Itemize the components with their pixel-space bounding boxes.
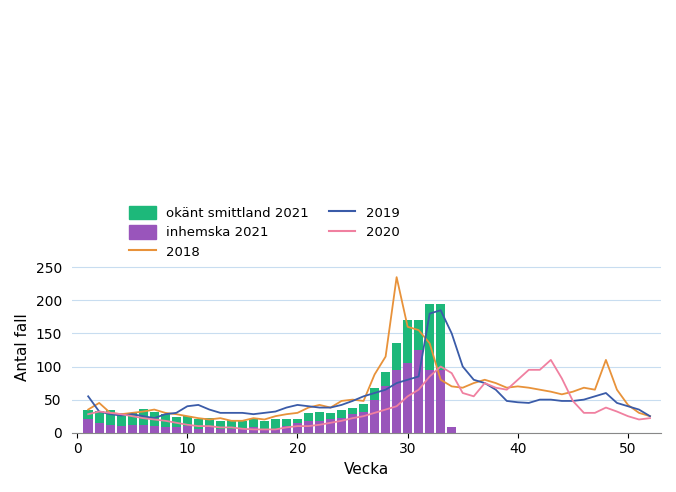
Bar [95, 411, 104, 423]
Bar [128, 425, 137, 433]
Bar [260, 429, 269, 433]
Bar [403, 320, 412, 363]
Bar [95, 423, 104, 433]
Bar [105, 425, 115, 433]
Bar [403, 363, 412, 433]
Bar [226, 420, 236, 430]
Bar [149, 426, 159, 433]
Bar [271, 420, 280, 429]
Bar [116, 413, 126, 426]
Bar [161, 414, 170, 428]
Bar [172, 417, 181, 428]
Bar [359, 411, 368, 433]
Bar [381, 372, 390, 386]
Bar [183, 416, 192, 426]
Bar [216, 429, 225, 433]
Bar [436, 304, 445, 370]
Bar [392, 370, 402, 433]
Bar [337, 410, 346, 418]
Bar [348, 414, 357, 433]
Bar [172, 428, 181, 433]
Bar [282, 426, 291, 433]
Bar [249, 420, 258, 428]
Bar [216, 421, 225, 429]
Bar [370, 400, 379, 433]
Bar [249, 428, 258, 433]
Bar [425, 304, 435, 370]
Bar [304, 421, 313, 433]
Bar [139, 409, 148, 425]
Bar [381, 386, 390, 433]
Bar [315, 411, 324, 421]
Bar [337, 418, 346, 433]
Bar [84, 420, 93, 433]
Bar [414, 350, 423, 433]
Bar [139, 425, 148, 433]
Bar [447, 428, 456, 433]
Bar [260, 421, 269, 429]
Bar [226, 430, 236, 433]
Bar [326, 420, 335, 433]
Bar [304, 413, 313, 421]
Bar [348, 407, 357, 414]
Bar [293, 419, 302, 423]
Bar [84, 410, 93, 420]
Bar [205, 428, 214, 433]
Bar [293, 423, 302, 433]
Bar [359, 403, 368, 411]
Bar [425, 370, 435, 433]
Bar [205, 418, 214, 428]
Bar [149, 411, 159, 426]
Bar [326, 413, 335, 420]
Bar [183, 426, 192, 433]
Bar [105, 410, 115, 425]
Bar [193, 420, 203, 429]
Bar [315, 421, 324, 433]
Bar [238, 429, 247, 433]
Bar [238, 421, 247, 429]
Bar [271, 429, 280, 433]
Legend: okänt smittland 2021, inhemska 2021, 2018, 2019, 2020: okänt smittland 2021, inhemska 2021, 201… [125, 202, 404, 263]
X-axis label: Vecka: Vecka [343, 462, 389, 477]
Bar [370, 388, 379, 400]
Y-axis label: Antal fall: Antal fall [15, 313, 30, 380]
Bar [193, 429, 203, 433]
Bar [116, 426, 126, 433]
Bar [128, 413, 137, 425]
Bar [161, 428, 170, 433]
Bar [282, 420, 291, 426]
Bar [436, 370, 445, 433]
Bar [414, 320, 423, 350]
Bar [392, 343, 402, 370]
